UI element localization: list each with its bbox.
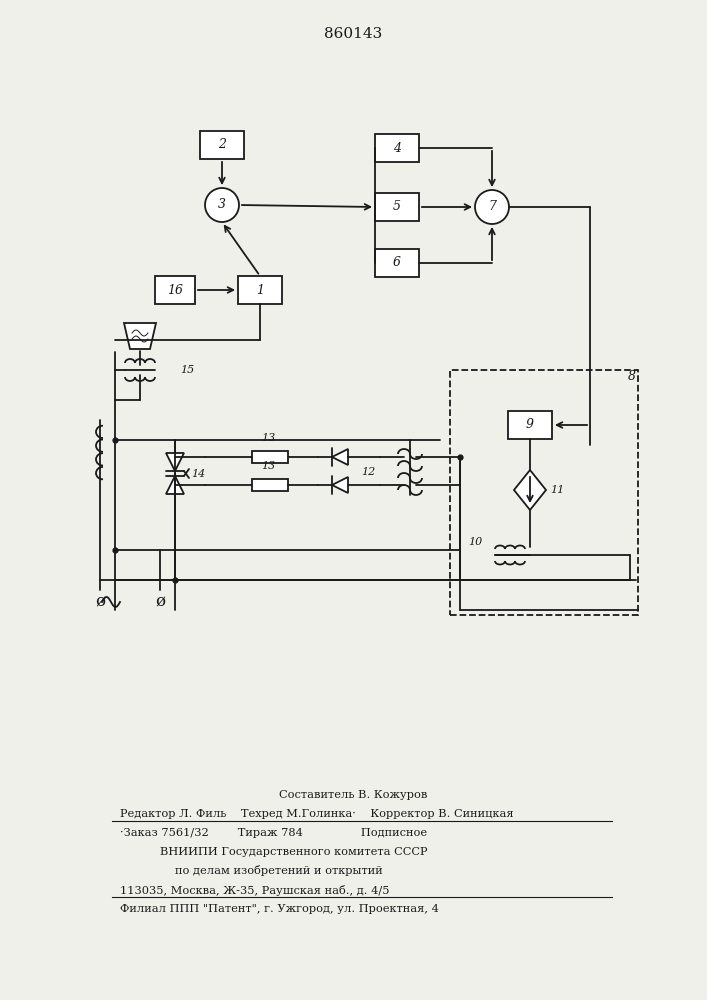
- Text: ·Заказ 7561/32        Тираж 784                Подписное: ·Заказ 7561/32 Тираж 784 Подписное: [120, 828, 427, 838]
- Bar: [375, 193, 419, 221]
- Text: Филиал ППП "Патент", г. Ужгород, ул. Проектная, 4: Филиал ППП "Патент", г. Ужгород, ул. Про…: [120, 904, 439, 914]
- Bar: [375, 134, 419, 162]
- Text: 7: 7: [488, 200, 496, 214]
- Text: 6: 6: [393, 256, 401, 269]
- Text: Редактор Л. Филь    Техред М.Голинка·    Корректор В. Синицкая: Редактор Л. Филь Техред М.Голинка· Корре…: [120, 809, 513, 819]
- Text: 113035, Москва, Ж-35, Раушская наб., д. 4/5: 113035, Москва, Ж-35, Раушская наб., д. …: [120, 884, 390, 896]
- Bar: [238, 276, 282, 304]
- Text: 10: 10: [468, 537, 482, 547]
- Circle shape: [205, 188, 239, 222]
- Text: 5: 5: [393, 200, 401, 214]
- Circle shape: [475, 190, 509, 224]
- Bar: [375, 249, 419, 277]
- Polygon shape: [514, 470, 546, 510]
- Text: 8: 8: [628, 370, 636, 383]
- Text: 15: 15: [180, 365, 194, 375]
- Text: 16: 16: [167, 284, 183, 296]
- Bar: [155, 276, 195, 304]
- Polygon shape: [332, 477, 348, 493]
- Text: 4: 4: [393, 141, 401, 154]
- Text: 1: 1: [256, 284, 264, 296]
- Text: Составитель В. Кожуров: Составитель В. Кожуров: [279, 790, 427, 800]
- Text: 2: 2: [218, 138, 226, 151]
- Bar: [252, 451, 288, 463]
- Text: 13: 13: [261, 461, 275, 471]
- Bar: [508, 411, 552, 439]
- Text: 11: 11: [550, 485, 564, 495]
- Text: 3: 3: [218, 198, 226, 212]
- Text: ВНИИПИ Государственного комитета СССР: ВНИИПИ Государственного комитета СССР: [160, 847, 428, 857]
- Bar: [450, 370, 638, 615]
- Bar: [252, 479, 288, 491]
- Text: ø: ø: [95, 593, 105, 610]
- Text: 12: 12: [361, 467, 375, 477]
- Bar: [200, 131, 244, 159]
- Polygon shape: [166, 453, 184, 471]
- Text: ø: ø: [155, 593, 165, 610]
- Text: 860143: 860143: [324, 27, 382, 41]
- Polygon shape: [332, 449, 348, 465]
- Text: 14: 14: [191, 469, 205, 479]
- Polygon shape: [166, 476, 184, 494]
- Polygon shape: [124, 323, 156, 349]
- Text: по делам изобретений и открытий: по делам изобретений и открытий: [175, 865, 382, 876]
- Text: 13: 13: [261, 433, 275, 443]
- Text: 9: 9: [526, 418, 534, 432]
